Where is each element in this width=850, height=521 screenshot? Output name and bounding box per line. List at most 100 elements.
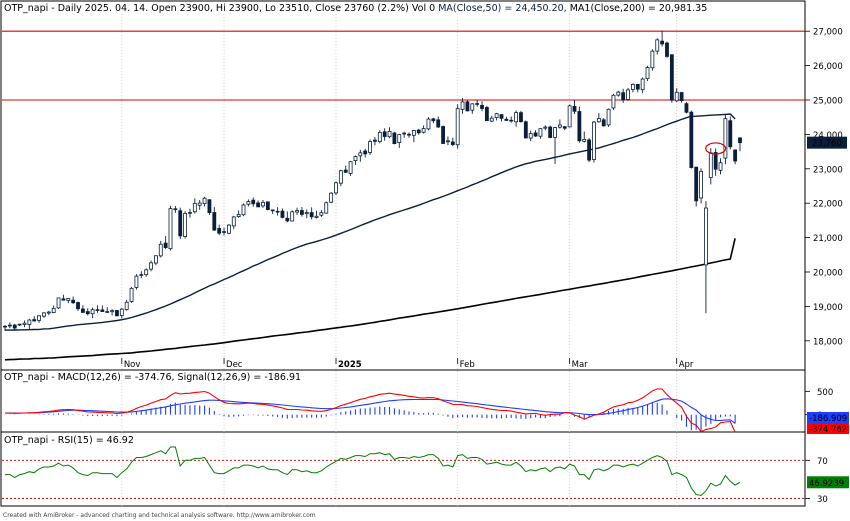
- candle-body: [392, 132, 397, 144]
- candle-body: [596, 117, 601, 123]
- candle-body: [71, 299, 76, 304]
- candle-body: [7, 324, 12, 327]
- candle-body: [484, 107, 489, 122]
- candle-body: [80, 308, 85, 313]
- candle-body: [27, 319, 32, 325]
- candle-body: [197, 202, 202, 206]
- candle-body: [626, 89, 630, 100]
- candle-body: [514, 112, 519, 123]
- candle-body: [90, 309, 95, 315]
- candle-body: [728, 120, 733, 148]
- candle-body: [222, 231, 226, 233]
- candle-body: [100, 309, 105, 312]
- candle-body: [402, 132, 407, 135]
- candle-body: [265, 201, 270, 210]
- candle-body: [441, 126, 445, 144]
- candle-body: [192, 202, 197, 213]
- macd-title: OTP_napi - MACD(12,26) = -374.76, Signal…: [4, 372, 301, 383]
- candle-body: [163, 242, 168, 248]
- macd-histogram: [4, 402, 736, 432]
- candle-body: [119, 308, 124, 316]
- candle-body: [290, 211, 295, 222]
- candle-body: [684, 103, 689, 113]
- candle-body: [528, 133, 533, 139]
- rsi-y-axis: 70 30: [805, 457, 828, 505]
- candle-body: [509, 119, 514, 122]
- candle-body: [499, 114, 504, 119]
- candle-body: [407, 133, 411, 136]
- candle-body: [270, 209, 275, 212]
- macd-lines: [4, 388, 736, 433]
- candle-body: [480, 104, 484, 109]
- candle-body: [183, 213, 188, 238]
- candle-body: [421, 128, 426, 133]
- candle-body: [324, 202, 329, 214]
- candle-body: [319, 212, 324, 216]
- candle-body: [557, 124, 562, 128]
- candle-body: [76, 302, 80, 310]
- ma50-path: [5, 113, 736, 331]
- candle-body: [475, 103, 480, 105]
- candle-body: [387, 131, 392, 138]
- candle-body: [543, 126, 548, 129]
- candle-body: [46, 311, 51, 314]
- chart-header-title: OTP_napi - Daily 2025. 04. 14. Open 2390…: [4, 3, 438, 14]
- candle-body: [465, 101, 470, 112]
- ma200-line: [4, 238, 736, 361]
- candle-body: [236, 214, 241, 217]
- rsi-title: OTP_napi - RSI(15) = 46.92: [4, 435, 134, 446]
- candle-body: [450, 141, 455, 146]
- chart-header-ma50: MA(Close,50) = 24,450.20,: [438, 3, 569, 14]
- candle-body: [704, 207, 708, 266]
- candle-body: [12, 324, 17, 329]
- candle-body: [61, 298, 66, 301]
- candle-body: [660, 40, 665, 45]
- candle-body: [699, 170, 703, 199]
- candle-body: [149, 262, 153, 270]
- candle-body: [251, 199, 256, 205]
- candle-body: [611, 94, 616, 109]
- candle-body: [110, 310, 114, 313]
- candle-body: [411, 130, 416, 136]
- candlesticks: [3, 30, 742, 331]
- candle-body: [95, 309, 100, 311]
- candle-body: [343, 169, 348, 173]
- candle-body: [567, 105, 572, 128]
- candle-body: [144, 269, 149, 276]
- candle-body: [674, 91, 679, 102]
- candle-body: [397, 134, 402, 143]
- candle-body: [115, 310, 119, 317]
- candle-body: [455, 108, 460, 146]
- candle-body: [577, 111, 582, 142]
- candle-body: [134, 275, 139, 288]
- y-tick-label: 25,000: [813, 97, 843, 107]
- candle-body: [304, 212, 309, 215]
- candle-body: [329, 192, 334, 203]
- candle-body: [261, 201, 265, 207]
- candle-body: [665, 42, 669, 57]
- candle-body: [363, 150, 368, 155]
- candle-body: [358, 152, 363, 157]
- candle-body: [373, 139, 377, 142]
- candle-body: [17, 323, 22, 326]
- candle-body: [631, 84, 635, 90]
- candle-body: [280, 210, 285, 218]
- candle-body: [650, 50, 655, 69]
- ma200-path: [4, 238, 736, 361]
- candle-body: [85, 311, 90, 315]
- candle-body: [582, 139, 587, 142]
- candle-body: [275, 210, 280, 213]
- rsi-line: [5, 446, 741, 497]
- candle-body: [669, 54, 674, 101]
- rsi-label-box: [807, 476, 849, 489]
- candle-body: [436, 119, 441, 128]
- rsi-y-label: 30: [817, 495, 828, 505]
- candle-body: [217, 228, 222, 234]
- candle-body: [158, 243, 163, 257]
- candle-body: [572, 105, 577, 112]
- candle-body: [548, 126, 553, 138]
- candle-body: [689, 111, 694, 168]
- macd-label-box: [807, 412, 849, 423]
- candle-body: [533, 132, 538, 137]
- y-tick-label: 19,000: [813, 303, 843, 313]
